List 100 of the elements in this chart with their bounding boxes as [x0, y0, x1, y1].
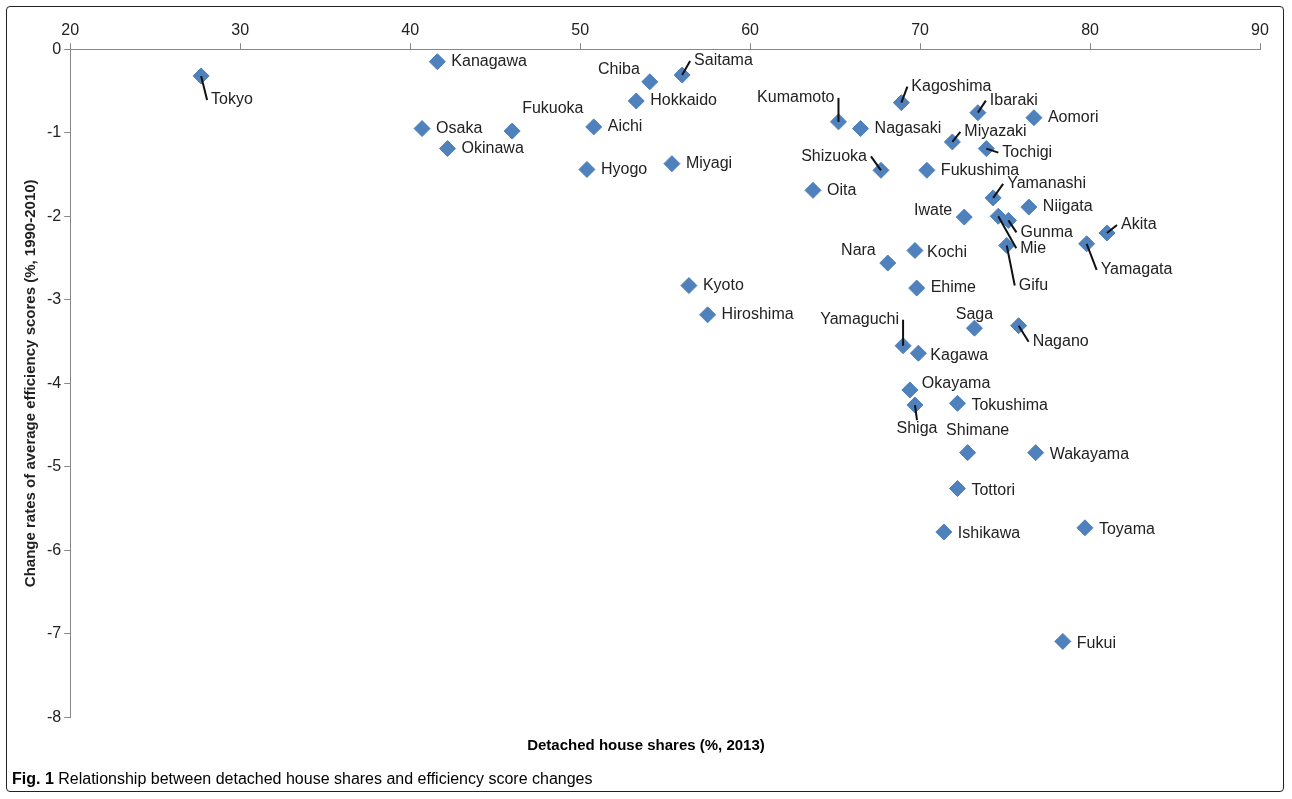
annotation: Akita [1121, 215, 1157, 233]
annotation: Kyoto [702, 275, 744, 293]
annotation: Okayama [921, 374, 991, 392]
y-tick-label: -7 [46, 624, 62, 642]
annotation: Tottori [971, 480, 1016, 498]
x-tick-label: 40 [401, 21, 420, 39]
annotation: Hyogo [600, 159, 648, 177]
annotation: Shiga [896, 419, 938, 437]
annotation: Kumamoto [757, 88, 835, 106]
point [428, 53, 446, 71]
annotation: Gifu [1018, 275, 1049, 293]
annotation: Nagasaki [874, 118, 942, 136]
point [1010, 317, 1028, 335]
annotation: Yamanashi [1007, 174, 1087, 192]
annotation: Mie [1020, 238, 1047, 256]
y-tick-label: -2 [46, 206, 62, 224]
point [892, 94, 910, 112]
y-tick-label: -3 [46, 290, 62, 308]
y-tick-label: -8 [46, 707, 62, 725]
point [699, 306, 717, 324]
annotation: Kanagawa [451, 52, 528, 70]
y-axis-title: Change rates of average efficiency scores (%, 1990-2010) [21, 179, 39, 588]
annotation: Miyazaki [964, 122, 1027, 140]
point [585, 118, 603, 136]
point [641, 73, 659, 91]
y-tick-label: -6 [46, 540, 62, 558]
point [439, 140, 457, 158]
annotation: Yamaguchi [820, 310, 900, 328]
annotation: Shimane [946, 421, 1010, 439]
x-axis-title: Detached house shares (%, 2013) [526, 736, 766, 753]
x-tick-label: 70 [911, 21, 930, 39]
annotation: Gunma [1020, 222, 1074, 240]
point [989, 207, 1007, 225]
x-tick-label: 80 [1081, 21, 1100, 39]
caption: Fig. 1 Relationship between detached house shares and efficiency score changes [12, 770, 593, 788]
point [1025, 109, 1043, 127]
annotation: Saga [955, 304, 994, 322]
y-tick-label: 0 [52, 39, 62, 57]
annotation: Wakayama [1049, 445, 1130, 463]
point [943, 133, 961, 151]
annotation: Nagano [1032, 332, 1089, 350]
point [959, 444, 977, 462]
point [1076, 519, 1094, 537]
point [969, 104, 987, 122]
annotation: Tokyo [211, 90, 253, 108]
point [503, 122, 521, 140]
point [977, 140, 995, 158]
annotation: Toyama [1098, 520, 1156, 538]
annotation: Niigata [1042, 197, 1093, 215]
annotation: Nara [841, 241, 876, 259]
annotation: Shizuoka [801, 146, 868, 164]
point [1078, 235, 1096, 253]
point [908, 279, 926, 297]
annotation: Miyagi [685, 154, 733, 172]
annotation: Iwate [914, 201, 953, 219]
x-tick-label: 30 [231, 21, 250, 39]
point [901, 381, 919, 399]
point [578, 160, 596, 178]
annotation: Ibaraki [989, 91, 1038, 109]
annotation: Kagawa [930, 345, 989, 363]
annotation: Chiba [598, 60, 640, 78]
point [804, 181, 822, 199]
point [1054, 632, 1072, 650]
point [879, 254, 897, 272]
annotation: Aomori [1047, 108, 1099, 126]
x-tick-label: 60 [741, 21, 760, 39]
annotation: Fukui [1076, 633, 1116, 651]
annotation: Hokkaido [650, 91, 718, 109]
annotation: Osaka [436, 118, 483, 136]
y-tick-label: -5 [46, 457, 62, 475]
point [906, 242, 924, 259]
point [935, 523, 953, 541]
annotation: Fukuoka [522, 99, 584, 117]
point [413, 120, 431, 138]
point [852, 120, 870, 138]
point [1027, 444, 1045, 462]
annotation: Yamagata [1100, 260, 1173, 278]
annotation: Tokushima [971, 395, 1049, 413]
y-tick-label: -4 [46, 373, 62, 391]
annotation: Ehime [930, 278, 977, 296]
annotation: Okinawa [461, 139, 524, 156]
annotation: Oita [826, 180, 857, 198]
point [680, 277, 698, 295]
annotation: Saitama [694, 51, 753, 69]
point [955, 208, 973, 226]
x-tick-label: 20 [61, 21, 80, 39]
annotation: Aichi [607, 117, 643, 135]
point [627, 92, 645, 110]
x-tick-label: 90 [1251, 21, 1269, 39]
annotation: Hiroshima [721, 305, 794, 323]
annotation: Kochi [926, 242, 967, 260]
point [663, 155, 681, 173]
point [909, 344, 927, 362]
x-tick-label: 50 [571, 21, 590, 39]
point [948, 394, 966, 412]
point [984, 189, 1002, 207]
point [1020, 198, 1038, 216]
annotation: Ishikawa [957, 524, 1021, 542]
annotation: Tochigi [1002, 143, 1053, 160]
point [948, 480, 966, 498]
